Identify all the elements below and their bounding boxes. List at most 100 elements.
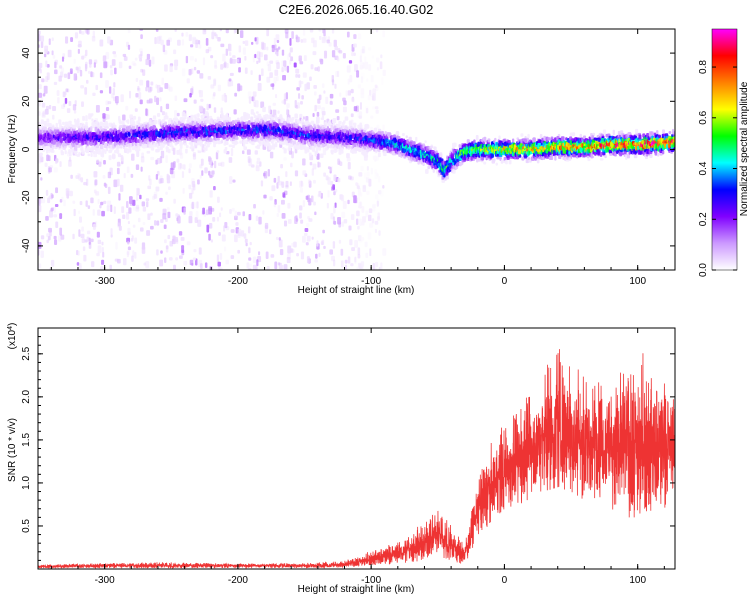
noise-cell [54,203,59,207]
noise-cell [119,184,124,192]
noise-cell [107,200,112,207]
noise-cell [131,255,134,262]
noise-cell [135,92,139,98]
noise-cell [181,32,184,37]
noise-cell [296,36,301,43]
noise-cell [58,235,62,242]
noise-cell [328,42,332,47]
noise-cell [135,206,140,212]
noise-cell [122,114,126,121]
noise-cell [145,86,148,92]
noise-cell [177,216,181,224]
noise-cell [198,89,201,94]
noise-cell [118,225,122,231]
noise-cell [229,72,234,76]
noise-cell [78,66,81,72]
ridge-cell [235,136,239,140]
noise-cell [318,252,321,257]
ridge-cell [176,149,180,155]
noise-cell [89,64,92,68]
noise-cell [97,245,102,254]
noise-cell [354,239,359,248]
noise-cell [80,233,85,239]
noise-cell [346,31,350,38]
noise-cell [134,108,138,112]
noise-cell [216,254,220,263]
noise-cell [283,264,288,270]
noise-cell [46,233,51,237]
ridge-cell [282,141,286,145]
noise-cell [114,95,119,104]
noise-cell [238,45,242,53]
noise-cell [336,56,339,61]
ridge-cell [114,149,118,154]
noise-cell [79,262,82,270]
noise-cell [194,217,198,223]
noise-cell [112,152,115,160]
noise-cell [50,208,54,212]
noise-cell [115,241,118,250]
noise-cell [153,194,157,199]
noise-cell [213,107,217,113]
noise-cell [41,102,46,108]
ridge-cell [183,142,188,146]
noise-cell [375,261,379,267]
noise-cell [40,41,44,48]
noise-cell [234,215,238,221]
noise-cell [214,65,218,69]
noise-cell [208,223,213,229]
noise-cell [91,35,96,42]
noise-cell [122,53,127,57]
noise-cell [96,252,100,257]
ridge-cell [246,113,251,119]
ridge-cell [220,110,224,114]
noise-cell [195,210,199,219]
ridge-cell [128,147,132,153]
ridge-cell [98,135,102,139]
ridge-cell [252,112,256,116]
noise-cell [138,54,143,59]
noise-cell [255,36,259,45]
noise-cell [314,67,319,71]
ridge-cell [119,144,123,149]
noise-cell [164,257,167,263]
noise-cell [365,252,369,259]
noise-cell [287,219,292,224]
noise-cell [382,248,387,256]
noise-cell [251,41,254,45]
noise-cell [343,100,347,106]
noise-cell [279,265,283,270]
noise-cell [110,69,113,76]
noise-cell [186,78,190,84]
noise-cell [93,189,97,194]
ridge-cell [274,141,278,148]
noise-cell [101,210,105,217]
ridge-cell [232,135,236,140]
noise-cell [178,231,183,236]
noise-cell [88,241,92,249]
ridge-cell [364,135,368,139]
noise-cell [120,94,124,103]
noise-cell [312,51,317,56]
noise-cell [354,256,357,263]
noise-cell [309,161,313,166]
noise-cell [108,86,112,94]
noise-cell [371,29,375,34]
noise-cell [258,52,263,58]
noise-cell [371,55,374,59]
ridge-cell [184,113,187,118]
noise-cell [364,56,367,64]
noise-cell [53,214,58,218]
noise-cell [169,65,173,73]
noise-cell [174,95,178,101]
noise-cell [383,250,386,256]
noise-cell [366,171,370,177]
ridge-cell [179,145,183,149]
noise-cell [284,29,289,34]
ridge-cell [344,116,349,121]
noise-cell [318,94,322,100]
ridge-cell [358,115,362,119]
noise-cell [316,105,321,110]
noise-cell [104,61,109,67]
noise-cell [137,188,140,196]
